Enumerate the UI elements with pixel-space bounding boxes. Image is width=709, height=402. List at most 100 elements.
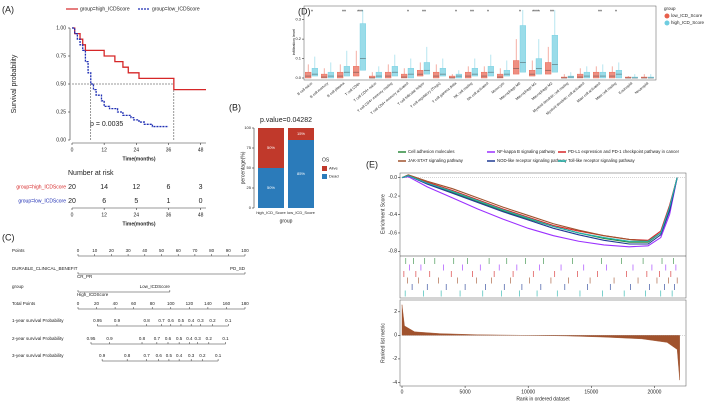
risk-count: 6 xyxy=(102,198,106,205)
scale-label: 0.3 xyxy=(195,336,202,341)
box xyxy=(353,66,360,77)
scale-label: 160 xyxy=(223,301,231,306)
box xyxy=(401,73,408,79)
legend-title: group xyxy=(664,6,676,11)
scale-label: 100 xyxy=(167,301,175,306)
enrichment-curve xyxy=(401,175,678,241)
box xyxy=(535,58,542,75)
p-value: p = 0.0035 xyxy=(90,121,123,128)
y-axis-title: Ranked list metric xyxy=(380,323,386,363)
significance: ** xyxy=(422,9,426,15)
enrichment-curve xyxy=(401,175,678,242)
box xyxy=(529,70,536,77)
panel-label: (C) xyxy=(2,232,15,242)
scale-label: 60 xyxy=(131,301,137,306)
x-tick-label: 0 xyxy=(71,212,74,218)
scale-label: 80 xyxy=(209,248,215,253)
y-tick-label: 0 xyxy=(249,205,252,210)
box xyxy=(609,71,616,79)
significance: * xyxy=(487,9,489,15)
scale-label: 10 xyxy=(92,248,98,253)
box xyxy=(503,70,510,77)
y-tick-label: 0.0 xyxy=(295,75,301,80)
scale-label: 180 xyxy=(241,301,249,306)
x-tick-label: T cell regulatory (Tregs) xyxy=(410,81,442,108)
row-label: DURABLE_CLINICAL_BENEFIT xyxy=(12,266,78,271)
y-tick-label: 25 xyxy=(247,185,252,190)
enrichment-curve xyxy=(401,175,678,245)
x-tick-label: low_ICD_Score xyxy=(287,210,316,215)
scale-label: 0.1 xyxy=(225,318,232,323)
box xyxy=(385,71,392,79)
risk-group: group=low_ICDScore xyxy=(18,198,66,204)
box xyxy=(311,68,318,77)
legend-label: group=high_ICDScore xyxy=(80,6,130,12)
legend-label: Cell adhesion molecules xyxy=(408,149,455,154)
legend-label: high_ICD_Score xyxy=(671,20,705,25)
risk-title: Number at risk xyxy=(68,170,114,177)
legend-label: low_ICD_Score xyxy=(671,13,703,18)
x-tick-label: 48 xyxy=(198,147,204,153)
significance: * xyxy=(615,9,617,15)
scale-label: 0.3 xyxy=(188,353,195,358)
box xyxy=(337,71,344,79)
y-tick-label: -0.6 xyxy=(388,230,397,236)
y-axis-title: percentage(%) xyxy=(240,151,246,184)
legend-label: NOD-like receptor signaling pathway xyxy=(497,158,568,163)
legend-label: PD-L1 expression and PD-1 checkpoint pat… xyxy=(568,149,680,154)
bar-segment xyxy=(258,168,284,208)
y-tick-label: 0.3 xyxy=(295,17,301,22)
bar-label: 85% xyxy=(297,171,305,176)
survival-curve xyxy=(72,27,206,91)
risk-count: 5 xyxy=(134,198,138,205)
risk-count: 20 xyxy=(68,198,76,205)
scale-label: 0.4 xyxy=(188,318,195,323)
bar-segment xyxy=(288,128,314,140)
x-tick-label: Monocyte xyxy=(491,81,506,94)
box xyxy=(417,70,424,77)
row-label: 1-year survival Probability xyxy=(12,318,64,323)
scale-label: 0.95 xyxy=(87,336,96,341)
risk-count: 14 xyxy=(100,184,108,191)
box xyxy=(449,75,456,79)
y-tick-label: 0.0 xyxy=(390,175,397,181)
legend-title: OS xyxy=(322,157,330,163)
x-axis-title: Time(months) xyxy=(123,221,156,227)
x-tick-label: 24 xyxy=(134,212,140,218)
y-tick-label: 0.00 xyxy=(56,137,66,143)
y-axis-title: Enrichment Score xyxy=(380,194,386,234)
box xyxy=(487,66,494,77)
x-tick-label: 5000 xyxy=(460,389,471,395)
box xyxy=(327,71,334,79)
risk-count: 0 xyxy=(199,198,203,205)
box xyxy=(343,66,350,77)
plot-frame xyxy=(399,172,687,299)
row-label: 2-year survival Probability xyxy=(12,336,64,341)
x-tick-label: T cell follicular helper xyxy=(397,81,426,106)
y-tick-label: 1.00 xyxy=(56,25,66,31)
scale-label: 20 xyxy=(94,301,100,306)
scale-label: 0.8 xyxy=(139,336,146,341)
row-label: Total Points xyxy=(12,301,36,306)
scale-label: 0.95 xyxy=(93,318,102,323)
x-tick-label: high_ICD_Score xyxy=(256,210,286,215)
y-tick-label: -0.4 xyxy=(388,212,397,218)
box xyxy=(321,73,328,79)
box xyxy=(305,71,312,79)
scale-label: 0.6 xyxy=(156,353,163,358)
x-axis-title: Rank in ordered dataset xyxy=(516,396,570,402)
scale-label: 0 xyxy=(77,301,80,306)
scale-label: 0.7 xyxy=(158,318,165,323)
significance: * xyxy=(407,9,409,15)
box xyxy=(513,60,520,75)
y-tick-label: -4 xyxy=(393,380,398,386)
scale-label: 0.1 xyxy=(222,336,229,341)
legend-swatch xyxy=(664,20,670,26)
scale-label: 60 xyxy=(176,248,182,253)
x-tick-label: B cell plasma xyxy=(326,81,345,98)
scale-label: 0.7 xyxy=(144,353,151,358)
x-tick-label: 12 xyxy=(101,212,107,218)
scale-label: 120 xyxy=(186,301,194,306)
scale-label: 50 xyxy=(159,248,165,253)
legend-label: Toll-like receptor signaling pathway xyxy=(568,158,635,163)
